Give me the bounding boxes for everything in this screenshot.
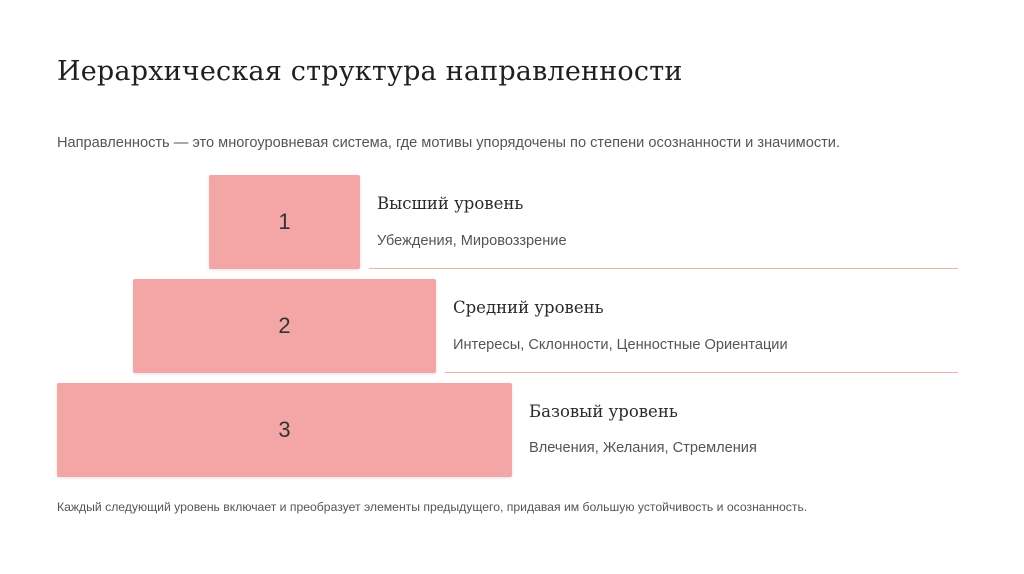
level-number: 1 [278, 209, 291, 234]
level-description: Убеждения, Мировоззрение [377, 233, 567, 249]
level-number: 2 [278, 313, 291, 338]
pyramid-block-level-2: 2 [133, 279, 436, 373]
pyramid-block-level-3: 3 [57, 383, 512, 477]
level-description: Интересы, Склонности, Ценностные Ориента… [453, 337, 788, 353]
slide-subtitle: Направленность — это многоуровневая сист… [57, 135, 841, 151]
level-divider [445, 372, 958, 373]
level-title: Высший уровень [377, 194, 524, 213]
level-title: Средний уровень [453, 298, 604, 317]
level-description: Влечения, Желания, Стремления [529, 440, 757, 456]
level-title: Базовый уровень [529, 402, 678, 421]
level-divider [369, 268, 958, 269]
footnote: Каждый следующий уровень включает и прео… [57, 500, 808, 514]
slide-title: Иерархическая структура направленности [57, 56, 683, 87]
level-number: 3 [278, 417, 291, 442]
pyramid-block-level-1: 1 [209, 175, 360, 269]
